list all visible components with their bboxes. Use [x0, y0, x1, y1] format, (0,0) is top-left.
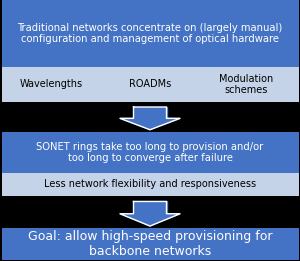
Polygon shape: [134, 107, 166, 118]
Polygon shape: [134, 201, 166, 214]
Text: SONET rings take too long to provision and/or
too long to converge after failure: SONET rings take too long to provision a…: [36, 142, 264, 163]
Text: Less network flexibility and responsiveness: Less network flexibility and responsiven…: [44, 179, 256, 189]
Bar: [2, 228, 298, 260]
Text: Traditional networks concentrate on (largely manual)
configuration and managemen: Traditional networks concentrate on (lar…: [17, 23, 283, 44]
Text: Modulation
schemes: Modulation schemes: [219, 74, 273, 95]
Text: ROADMs: ROADMs: [129, 79, 171, 90]
Bar: [2, 132, 298, 173]
Polygon shape: [120, 214, 180, 226]
Text: Wavelengths: Wavelengths: [20, 79, 82, 90]
Text: Goal: allow high-speed provisioning for
backbone networks: Goal: allow high-speed provisioning for …: [28, 230, 272, 258]
Polygon shape: [120, 118, 180, 130]
Bar: [2, 0, 298, 67]
Bar: [2, 67, 298, 102]
Bar: [2, 173, 298, 196]
